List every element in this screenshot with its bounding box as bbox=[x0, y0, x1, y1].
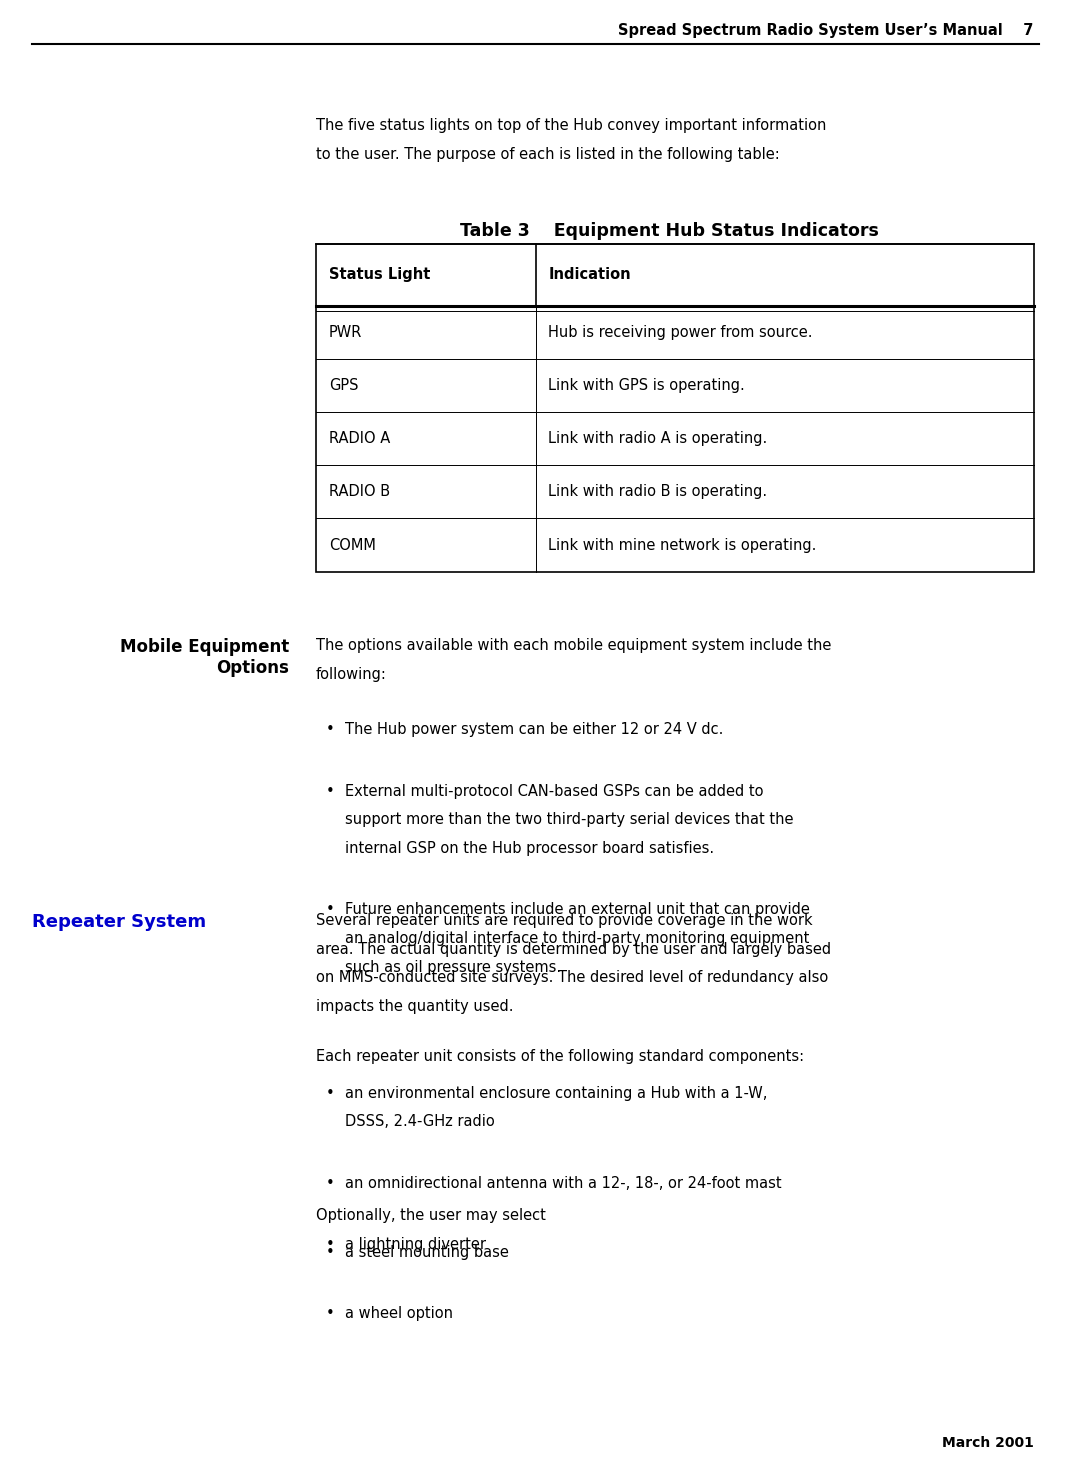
Text: Spread Spectrum Radio System User’s Manual    7: Spread Spectrum Radio System User’s Manu… bbox=[618, 22, 1034, 38]
Text: Link with mine network is operating.: Link with mine network is operating. bbox=[548, 538, 817, 552]
Text: •: • bbox=[326, 1245, 334, 1260]
Text: area. The actual quantity is determined by the user and largely based: area. The actual quantity is determined … bbox=[316, 942, 831, 957]
Text: Status Light: Status Light bbox=[329, 267, 431, 282]
Text: DSSS, 2.4-GHz radio: DSSS, 2.4-GHz radio bbox=[345, 1114, 495, 1130]
Text: March 2001: March 2001 bbox=[941, 1436, 1034, 1449]
Text: GPS: GPS bbox=[329, 378, 359, 393]
Text: •: • bbox=[326, 1176, 334, 1190]
Text: on MMS-conducted site surveys. The desired level of redundancy also: on MMS-conducted site surveys. The desir… bbox=[316, 970, 828, 985]
Text: The options available with each mobile equipment system include the: The options available with each mobile e… bbox=[316, 638, 831, 653]
Text: an analog/digital interface to third-party monitoring equipment: an analog/digital interface to third-par… bbox=[345, 931, 810, 947]
Text: •: • bbox=[326, 1086, 334, 1100]
Text: an environmental enclosure containing a Hub with a 1-W,: an environmental enclosure containing a … bbox=[345, 1086, 767, 1100]
Text: •: • bbox=[326, 1238, 334, 1252]
Text: Each repeater unit consists of the following standard components:: Each repeater unit consists of the follo… bbox=[316, 1049, 804, 1063]
Text: to the user. The purpose of each is listed in the following table:: to the user. The purpose of each is list… bbox=[316, 148, 780, 162]
Text: Table 3    Equipment Hub Status Indicators: Table 3 Equipment Hub Status Indicators bbox=[459, 222, 879, 239]
Text: •: • bbox=[326, 1306, 334, 1322]
Text: •: • bbox=[326, 722, 334, 737]
Text: support more than the two third-party serial devices that the: support more than the two third-party se… bbox=[345, 812, 794, 827]
Text: External multi-protocol CAN-based GSPs can be added to: External multi-protocol CAN-based GSPs c… bbox=[345, 783, 764, 799]
Text: following:: following: bbox=[316, 668, 387, 682]
Text: a wheel option: a wheel option bbox=[345, 1306, 453, 1322]
Text: The Hub power system can be either 12 or 24 V dc.: The Hub power system can be either 12 or… bbox=[345, 722, 723, 737]
Text: RADIO A: RADIO A bbox=[329, 431, 390, 446]
Text: a steel mounting base: a steel mounting base bbox=[345, 1245, 509, 1260]
Text: Link with GPS is operating.: Link with GPS is operating. bbox=[548, 378, 745, 393]
Text: Indication: Indication bbox=[548, 267, 631, 282]
Text: such as oil pressure systems.: such as oil pressure systems. bbox=[345, 960, 561, 975]
Text: RADIO B: RADIO B bbox=[329, 484, 390, 499]
Text: Several repeater units are required to provide coverage in the work: Several repeater units are required to p… bbox=[316, 913, 813, 928]
Bar bbox=[316, 244, 1034, 572]
Text: Mobile Equipment
Options: Mobile Equipment Options bbox=[120, 638, 289, 676]
Text: •: • bbox=[326, 783, 334, 799]
Text: •: • bbox=[326, 902, 334, 917]
Text: PWR: PWR bbox=[329, 325, 362, 340]
Text: impacts the quantity used.: impacts the quantity used. bbox=[316, 998, 513, 1015]
Text: Future enhancements include an external unit that can provide: Future enhancements include an external … bbox=[345, 902, 810, 917]
Text: The five status lights on top of the Hub convey important information: The five status lights on top of the Hub… bbox=[316, 118, 827, 133]
Text: a lightning diverter: a lightning diverter bbox=[345, 1238, 486, 1252]
Text: an omnidirectional antenna with a 12-, 18-, or 24-foot mast: an omnidirectional antenna with a 12-, 1… bbox=[345, 1176, 782, 1190]
Text: COMM: COMM bbox=[329, 538, 376, 552]
Text: Link with radio B is operating.: Link with radio B is operating. bbox=[548, 484, 768, 499]
Text: internal GSP on the Hub processor board satisfies.: internal GSP on the Hub processor board … bbox=[345, 842, 714, 857]
Text: Link with radio A is operating.: Link with radio A is operating. bbox=[548, 431, 768, 446]
Text: Hub is receiving power from source.: Hub is receiving power from source. bbox=[548, 325, 813, 340]
Text: Repeater System: Repeater System bbox=[32, 913, 207, 931]
Text: Optionally, the user may select: Optionally, the user may select bbox=[316, 1208, 546, 1223]
